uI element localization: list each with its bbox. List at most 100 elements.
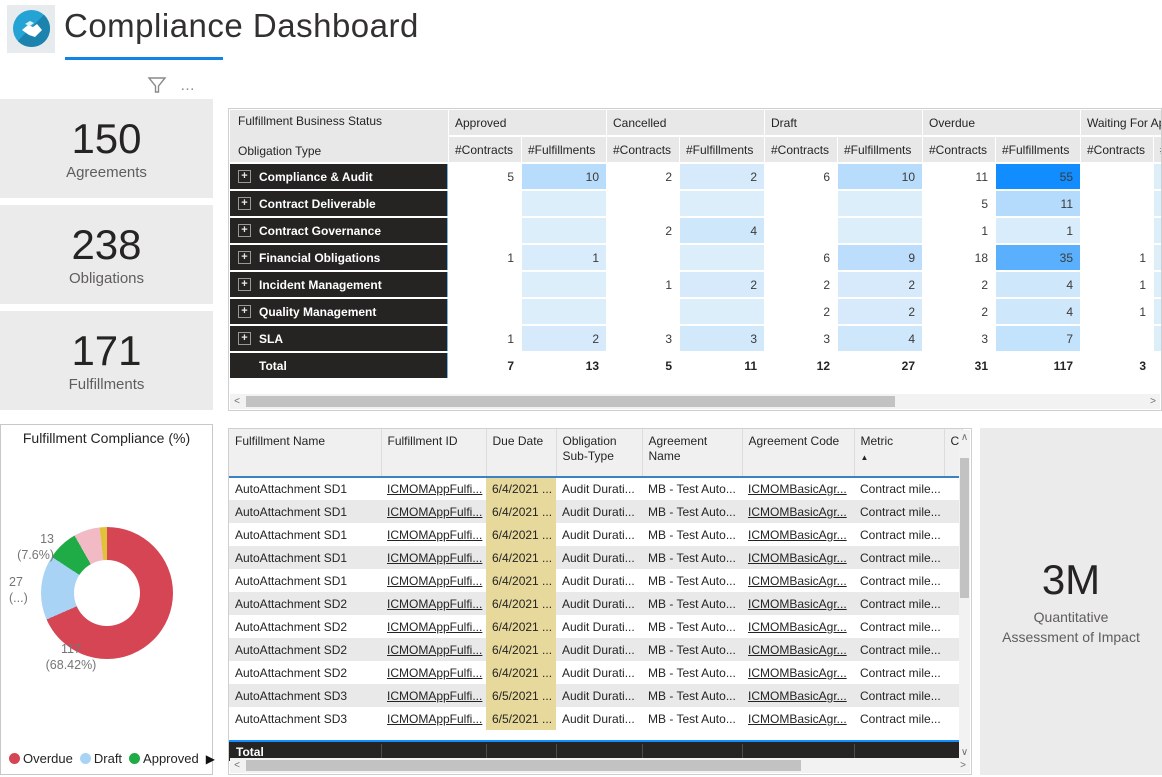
table-cell[interactable]: Audit Durati... (556, 546, 642, 569)
matrix-total-label[interactable]: Total (230, 353, 448, 378)
table-cell-link[interactable]: ICMOMAppFulfi... (387, 574, 482, 588)
matrix-cell[interactable]: 4 (996, 272, 1080, 297)
scrollbar-thumb[interactable] (960, 458, 969, 598)
table-cell[interactable]: AutoAttachment SD2 (229, 661, 381, 684)
expand-icon[interactable]: + (238, 278, 251, 291)
table-cell[interactable]: AutoAttachment SD3 (229, 684, 381, 707)
table-cell[interactable]: AutoAttachment SD1 (229, 477, 381, 500)
table-column-header[interactable]: Metric▲ (854, 429, 944, 477)
matrix-cell[interactable] (680, 245, 764, 270)
matrix-cell[interactable]: 10 (522, 164, 606, 189)
matrix-cell[interactable]: 55 (996, 164, 1080, 189)
matrix-subheader[interactable]: #Fulfillments (838, 137, 922, 162)
table-cell[interactable]: Contract mile... (854, 707, 944, 730)
matrix-row-label[interactable]: +Incident Management (230, 272, 448, 297)
matrix-cell[interactable]: 1 (1081, 272, 1153, 297)
table-cell[interactable]: ICMOMAppFulfi... (381, 661, 486, 684)
matrix-cell[interactable] (522, 272, 606, 297)
table-cell[interactable]: Audit Durati... (556, 477, 642, 500)
table-cell[interactable]: 6/4/2021 ... (486, 500, 556, 523)
matrix-subheader[interactable]: #Contracts (765, 137, 837, 162)
matrix-cell[interactable] (765, 218, 837, 243)
matrix-cell[interactable]: 2 (923, 299, 995, 324)
table-vertical-scrollbar[interactable]: ∧ ∨ (959, 430, 970, 760)
matrix-cell[interactable]: 2 (765, 299, 837, 324)
matrix-subheader[interactable]: #Fulfillments (996, 137, 1080, 162)
matrix-cell[interactable]: 2 (522, 326, 606, 351)
table-row[interactable]: AutoAttachment SD2ICMOMAppFulfi...6/4/20… (229, 615, 962, 638)
matrix-cell[interactable]: 2 (765, 272, 837, 297)
matrix-row-label[interactable]: +Quality Management (230, 299, 448, 324)
matrix-cell[interactable]: 3 (607, 326, 679, 351)
matrix-cell[interactable]: 3 (923, 326, 995, 351)
matrix-cell[interactable]: 12 (765, 353, 837, 378)
table-column-header[interactable]: Due Date (486, 429, 556, 477)
scrollbar-thumb[interactable] (246, 396, 895, 407)
table-cell[interactable]: 6/4/2021 ... (486, 661, 556, 684)
matrix-cell[interactable]: 1 (607, 272, 679, 297)
matrix-cell[interactable]: 31 (923, 353, 995, 378)
matrix-cell[interactable]: 117 (996, 353, 1080, 378)
table-cell[interactable]: AutoAttachment SD1 (229, 523, 381, 546)
table-cell[interactable]: ICMOMAppFulfi... (381, 500, 486, 523)
matrix-cell[interactable]: 5 (923, 191, 995, 216)
matrix-row-label[interactable]: +Compliance & Audit (230, 164, 448, 189)
matrix-cell[interactable]: 13 (522, 353, 606, 378)
table-row[interactable]: AutoAttachment SD1ICMOMAppFulfi...6/4/20… (229, 523, 962, 546)
table-cell-link[interactable]: ICMOMBasicAgr... (748, 643, 847, 657)
table-cell[interactable]: ICMOMBasicAgr... (742, 523, 854, 546)
matrix-cell[interactable]: 7 (996, 326, 1080, 351)
table-column-header[interactable]: Fulfillment ID (381, 429, 486, 477)
table-cell-link[interactable]: ICMOMBasicAgr... (748, 620, 847, 634)
table-cell[interactable]: Contract mile... (854, 684, 944, 707)
matrix-row-label[interactable]: +Financial Obligations (230, 245, 448, 270)
table-cell[interactable]: Audit Durati... (556, 500, 642, 523)
table-cell[interactable]: Audit Durati... (556, 615, 642, 638)
matrix-subheader[interactable]: #Contracts (1081, 137, 1153, 162)
table-cell[interactable]: ICMOMBasicAgr... (742, 592, 854, 615)
table-column-header[interactable]: Agreement Code (742, 429, 854, 477)
matrix-cell[interactable]: 1 (449, 245, 521, 270)
matrix-cell[interactable] (522, 218, 606, 243)
matrix-cell[interactable]: 18 (923, 245, 995, 270)
matrix-cell[interactable] (607, 191, 679, 216)
table-cell[interactable]: ICMOMAppFulfi... (381, 592, 486, 615)
table-cell[interactable]: ICMOMAppFulfi... (381, 523, 486, 546)
table-cell[interactable]: 6/4/2021 ... (486, 592, 556, 615)
matrix-subheader[interactable]: #Fulfillments (1154, 137, 1162, 162)
matrix-cell[interactable]: 3 (680, 326, 764, 351)
table-cell[interactable]: 6/5/2021 ... (486, 707, 556, 730)
matrix-cell[interactable]: 1 (1081, 245, 1153, 270)
matrix-cell[interactable] (838, 218, 922, 243)
matrix-cell[interactable]: 11 (923, 164, 995, 189)
table-row[interactable]: AutoAttachment SD3ICMOMAppFulfi...6/5/20… (229, 707, 962, 730)
table-cell[interactable]: Contract mile... (854, 592, 944, 615)
table-row[interactable]: AutoAttachment SD2ICMOMAppFulfi...6/4/20… (229, 661, 962, 684)
table-cell-link[interactable]: ICMOMAppFulfi... (387, 712, 482, 726)
matrix-cell[interactable]: 1 (449, 326, 521, 351)
matrix-cell[interactable] (449, 272, 521, 297)
matrix-cell[interactable]: 11 (996, 191, 1080, 216)
matrix-cell[interactable] (1154, 164, 1162, 189)
table-cell[interactable]: ICMOMBasicAgr... (742, 477, 854, 500)
table-cell[interactable]: Audit Durati... (556, 661, 642, 684)
matrix-cell[interactable] (680, 299, 764, 324)
matrix-cell[interactable]: 5 (607, 353, 679, 378)
table-row[interactable]: AutoAttachment SD1ICMOMAppFulfi...6/4/20… (229, 569, 962, 592)
matrix-group-header[interactable]: Draft (765, 110, 922, 135)
matrix-cell[interactable] (1154, 218, 1162, 243)
table-cell-link[interactable]: ICMOMAppFulfi... (387, 620, 482, 634)
table-cell[interactable]: AutoAttachment SD1 (229, 500, 381, 523)
table-cell[interactable]: MB - Test Auto... (642, 500, 742, 523)
table-cell[interactable]: ICMOMAppFulfi... (381, 477, 486, 500)
table-row[interactable]: AutoAttachment SD2ICMOMAppFulfi...6/4/20… (229, 638, 962, 661)
matrix-cell[interactable]: 4 (996, 299, 1080, 324)
matrix-cell[interactable] (449, 218, 521, 243)
table-cell[interactable]: ICMOMBasicAgr... (742, 546, 854, 569)
legend-item-overdue[interactable]: Overdue (9, 751, 73, 766)
table-cell[interactable]: AutoAttachment SD2 (229, 615, 381, 638)
table-cell[interactable]: Audit Durati... (556, 592, 642, 615)
table-cell[interactable]: AutoAttachment SD2 (229, 638, 381, 661)
matrix-cell[interactable] (449, 299, 521, 324)
matrix-group-header[interactable]: Waiting For Ap (1081, 110, 1162, 135)
